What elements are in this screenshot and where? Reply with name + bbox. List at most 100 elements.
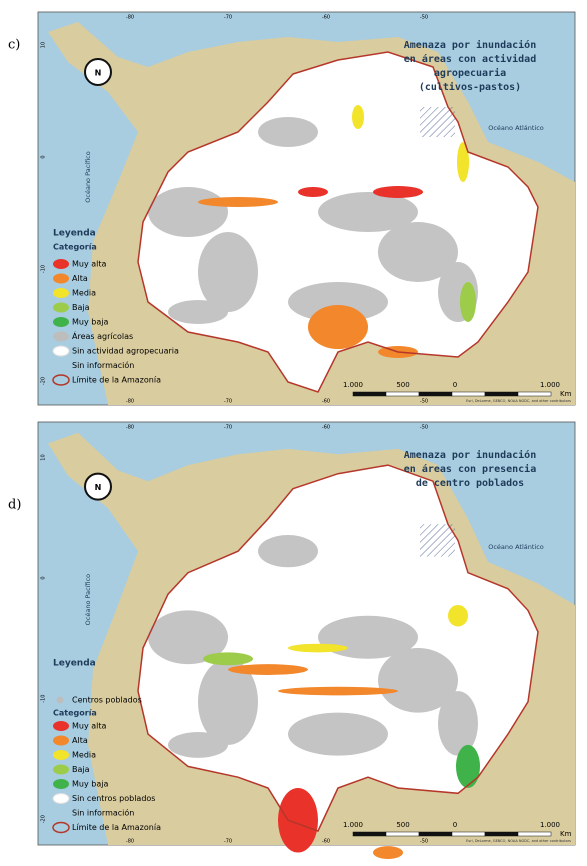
lon-label: -50 bbox=[420, 399, 428, 405]
legend-label: Sin información bbox=[72, 808, 134, 818]
legend-label: Baja bbox=[72, 303, 90, 312]
legend-label: Muy baja bbox=[72, 780, 108, 789]
map: N Amenaza por inundación en áreas con acti… bbox=[37, 11, 576, 406]
hazard-area bbox=[298, 187, 328, 197]
panel-label: c) bbox=[8, 38, 20, 53]
lon-label: -60 bbox=[322, 839, 330, 845]
scale-label: 1.000 bbox=[540, 381, 560, 389]
lat-label: 0 bbox=[41, 155, 47, 158]
legend-swatch bbox=[53, 259, 69, 269]
scale-bar bbox=[517, 391, 552, 397]
legend-swatch bbox=[53, 764, 69, 775]
hazard-area bbox=[373, 186, 423, 198]
lon-label: -70 bbox=[224, 15, 232, 21]
lon-label: -70 bbox=[224, 399, 232, 405]
map-title: de centro poblados bbox=[416, 478, 524, 489]
panel-label: d) bbox=[8, 498, 21, 513]
scale-bar bbox=[517, 831, 552, 837]
grey-area bbox=[258, 117, 318, 147]
amazon-boundary bbox=[137, 51, 539, 393]
ocean-label: Océano Atlántico bbox=[488, 543, 544, 551]
scale-bar bbox=[385, 831, 420, 837]
legend-label: Áreas agrícolas bbox=[72, 330, 133, 341]
scale-label: 1.000 bbox=[343, 381, 363, 389]
hazard-area bbox=[460, 282, 476, 322]
hazard-area bbox=[308, 305, 368, 349]
map-title: Amenaza por inundación bbox=[404, 449, 536, 461]
ocean-label: Océano Pacífico bbox=[84, 574, 92, 625]
hazard-area bbox=[448, 604, 468, 627]
lon-label: -50 bbox=[420, 839, 428, 845]
scale-bar bbox=[451, 831, 486, 837]
legend-label: Sin información bbox=[72, 360, 134, 370]
hazard-area bbox=[288, 643, 348, 653]
lon-label: -60 bbox=[322, 425, 330, 431]
lat-label: -20 bbox=[41, 815, 47, 823]
legend-label: Sin actividad agropecuaria bbox=[72, 347, 179, 356]
scale-label: 1.000 bbox=[343, 821, 363, 829]
lon-label: -50 bbox=[420, 15, 428, 21]
compass bbox=[84, 472, 112, 501]
no-data-area bbox=[420, 107, 455, 137]
legend-label: Alta bbox=[72, 274, 88, 283]
north-label: N bbox=[95, 69, 102, 78]
legend-label: Límite de la Amazonía bbox=[72, 823, 161, 832]
hazard-area bbox=[203, 652, 253, 666]
legend-swatch bbox=[53, 302, 69, 313]
grey-area bbox=[318, 615, 418, 659]
grey-area bbox=[148, 610, 228, 665]
legend-swatch bbox=[53, 331, 69, 342]
lon-label: -60 bbox=[322, 399, 330, 405]
scale-label: 0 bbox=[453, 821, 457, 829]
lat-label: -20 bbox=[41, 377, 47, 385]
legend-swatch bbox=[53, 273, 69, 284]
scale-label: 1.000 bbox=[540, 821, 560, 829]
legend-subtitle: Categoría bbox=[53, 709, 97, 718]
legend-label: Muy baja bbox=[72, 318, 108, 327]
legend-label: Límite de la Amazonía bbox=[72, 376, 161, 385]
legend-title: Leyenda bbox=[53, 659, 96, 669]
grey-area bbox=[438, 691, 478, 756]
grey-area bbox=[288, 282, 388, 322]
grey-area bbox=[258, 535, 318, 568]
scale-bar bbox=[418, 391, 453, 397]
map: N Amenaza por inundación en áreas con pres… bbox=[37, 421, 576, 859]
legend-label: Muy alta bbox=[72, 722, 107, 731]
grey-area bbox=[198, 232, 258, 312]
lon-label: -60 bbox=[322, 15, 330, 21]
hazard-area bbox=[456, 744, 480, 788]
legend-label: Muy alta bbox=[72, 260, 107, 269]
lon-label: -70 bbox=[224, 839, 232, 845]
lat-label: 10 bbox=[41, 454, 47, 460]
map-title: en áreas con presencia bbox=[404, 463, 536, 475]
map-title: agropecuaria bbox=[434, 67, 506, 79]
legend-swatch bbox=[52, 374, 70, 386]
grey-area bbox=[198, 658, 258, 745]
lat-label: -10 bbox=[41, 695, 47, 703]
scale-bar bbox=[484, 391, 519, 397]
hazard-area bbox=[373, 846, 403, 859]
grey-area bbox=[168, 300, 228, 324]
lat-label: 10 bbox=[41, 42, 47, 48]
lon-label: -70 bbox=[224, 425, 232, 431]
grey-area bbox=[318, 192, 418, 232]
north-label: N bbox=[95, 483, 102, 492]
grey-area bbox=[148, 187, 228, 237]
legend-label: Baja bbox=[72, 765, 90, 774]
legend-swatch bbox=[53, 288, 69, 298]
scale-label: 0 bbox=[453, 381, 457, 389]
compass bbox=[84, 58, 112, 86]
scale-unit: Km bbox=[560, 390, 572, 398]
legend-label: Media bbox=[72, 289, 96, 298]
ocean-label: Océano Pacífico bbox=[84, 151, 92, 202]
credit: Esri, DeLorme, GEBCO, NOAA NGDC, and oth… bbox=[466, 839, 571, 843]
map-title: Amenaza por inundación bbox=[404, 39, 536, 51]
scale-bar bbox=[418, 831, 453, 837]
lon-label: -80 bbox=[126, 425, 134, 431]
legend-point bbox=[56, 696, 64, 704]
lon-label: -80 bbox=[126, 15, 134, 21]
legend-label: Centros poblados bbox=[72, 696, 142, 705]
legend-swatch bbox=[52, 345, 70, 357]
hazard-area bbox=[198, 197, 278, 207]
